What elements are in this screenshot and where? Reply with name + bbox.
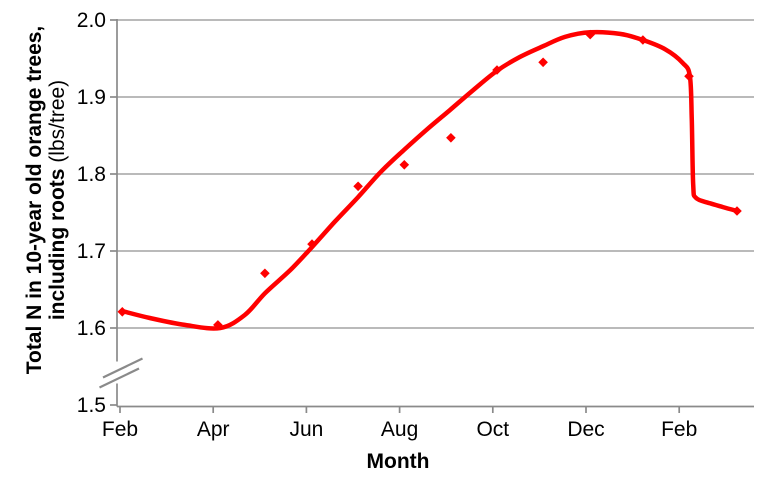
axis-break-icon — [99, 367, 140, 389]
y-axis-tick-label: 2.0 — [77, 9, 106, 32]
x-axis-tick-label: Feb — [102, 418, 138, 441]
y-axis-tick-label: 1.8 — [77, 163, 106, 186]
y-axis-tick-label: 1.7 — [77, 240, 106, 263]
x-axis-tick-label: Apr — [197, 418, 230, 441]
x-axis-title: Month — [366, 450, 430, 473]
data-point-marker — [538, 57, 548, 68]
axis-break-icon — [102, 357, 143, 379]
data-point-marker — [732, 206, 742, 216]
x-axis-tick-label: Feb — [661, 418, 697, 441]
data-point-marker — [353, 181, 363, 192]
x-axis-tick-label: Oct — [476, 418, 509, 441]
x-axis-tick-label: Aug — [381, 418, 418, 441]
y-axis-tick-label: 1.9 — [77, 86, 106, 109]
data-point-marker — [585, 29, 595, 40]
data-point-marker — [213, 320, 223, 330]
x-axis-tick-label: Jun — [289, 418, 323, 441]
data-point-marker — [492, 65, 502, 75]
fitted-curve-line — [120, 29, 740, 331]
data-point-marker — [638, 35, 648, 45]
y-axis-tick-label: 1.6 — [77, 317, 106, 340]
data-point-marker — [260, 268, 270, 279]
data-point-marker — [307, 239, 317, 249]
x-axis-tick-label: Dec — [567, 418, 604, 441]
data-point-marker — [684, 71, 694, 81]
data-point-marker — [399, 160, 410, 170]
y-axis-tick-label: 1.5 — [77, 394, 106, 417]
data-point-marker — [446, 133, 456, 143]
data-point-marker — [117, 307, 128, 317]
